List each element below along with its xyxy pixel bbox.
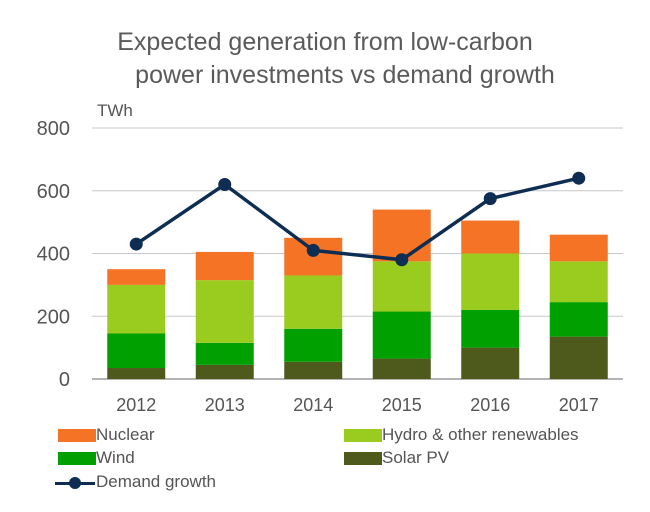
demand-growth-line — [129, 171, 586, 267]
bar-nuclear-2015 — [372, 209, 431, 262]
chart-title-line-1: Expected generation from low-carbon — [117, 28, 533, 56]
y-tick-label-200: 200 — [37, 306, 70, 328]
bar-solar-pv-2014 — [284, 361, 343, 379]
x-tick-label-2013: 2013 — [205, 395, 245, 415]
bar-solar-pv-2013 — [195, 364, 254, 379]
x-tick-label-2016: 2016 — [470, 395, 510, 415]
x-tick-label-2012: 2012 — [116, 395, 156, 415]
bar-nuclear-2016 — [461, 220, 520, 254]
x-tick-label-2017: 2017 — [559, 395, 599, 415]
bar-nuclear-2013 — [195, 251, 254, 281]
bar-nuclear-2017 — [549, 234, 608, 262]
legend-item-solar: Solar PV — [344, 448, 449, 468]
x-tick-label-2014: 2014 — [293, 395, 333, 415]
wind-swatch — [58, 451, 96, 465]
bar-hydro-other-renewables-2012 — [107, 284, 166, 334]
y-tick-label-600: 600 — [37, 181, 70, 203]
bar-hydro-other-renewables-2016 — [461, 253, 520, 310]
nuclear-swatch — [58, 428, 96, 442]
bar-solar-pv-2015 — [372, 358, 431, 379]
bar-wind-2017 — [549, 302, 608, 337]
bar-solar-pv-2017 — [549, 336, 608, 379]
bar-wind-2013 — [195, 342, 254, 365]
bars — [107, 209, 608, 379]
legend-label-demand-growth: Demand growth — [96, 472, 217, 491]
y-axis-ticks: 0 200 400 600 800 — [37, 118, 70, 391]
bar-nuclear-2012 — [107, 269, 166, 285]
bar-hydro-other-renewables-2013 — [195, 280, 254, 343]
demand-growth-swatch — [55, 476, 95, 489]
bar-hydro-other-renewables-2015 — [372, 261, 431, 312]
x-tick-label-2015: 2015 — [382, 395, 422, 415]
legend-item-hydro: Hydro & other renewables — [344, 425, 579, 445]
bar-wind-2016 — [461, 309, 520, 348]
x-axis-ticks: 2012 2013 2014 2015 2016 2017 — [116, 395, 599, 415]
chart-title-line-2: power investments vs demand growth — [135, 61, 555, 89]
bar-solar-pv-2016 — [461, 347, 520, 379]
y-tick-label-0: 0 — [59, 369, 70, 391]
chart-title: Expected generation from low-carbon powe… — [0, 26, 650, 92]
legend-item-wind: Wind — [58, 448, 135, 468]
y-tick-label-400: 400 — [37, 244, 70, 266]
demand-growth-point-2015 — [395, 253, 409, 267]
solar-swatch — [344, 451, 382, 465]
demand-growth-point-2012 — [129, 237, 143, 251]
hydro-swatch — [344, 428, 382, 442]
demand-growth-polyline — [135, 176, 580, 262]
legend-item-demand-growth: Demand growth — [55, 472, 216, 492]
legend-label-hydro: Hydro & other renewables — [382, 425, 579, 444]
legend-label-nuclear: Nuclear — [96, 425, 155, 444]
demand-growth-point-2013 — [218, 177, 232, 191]
legend-label-solar: Solar PV — [382, 448, 450, 467]
bar-wind-2014 — [284, 328, 343, 362]
bar-hydro-other-renewables-2014 — [284, 275, 343, 329]
y-tick-label-800: 800 — [37, 118, 70, 140]
demand-growth-point-2014 — [306, 243, 320, 257]
demand-growth-point-2016 — [483, 192, 497, 206]
bar-wind-2012 — [107, 333, 166, 369]
bar-solar-pv-2012 — [107, 368, 166, 379]
demand-growth-point-2017 — [572, 171, 586, 185]
legend-label-wind: Wind — [96, 448, 135, 467]
legend-item-nuclear: Nuclear — [58, 425, 155, 445]
y-axis-label: TWh — [97, 101, 133, 120]
bar-wind-2015 — [372, 311, 431, 359]
bar-hydro-other-renewables-2017 — [549, 261, 608, 303]
